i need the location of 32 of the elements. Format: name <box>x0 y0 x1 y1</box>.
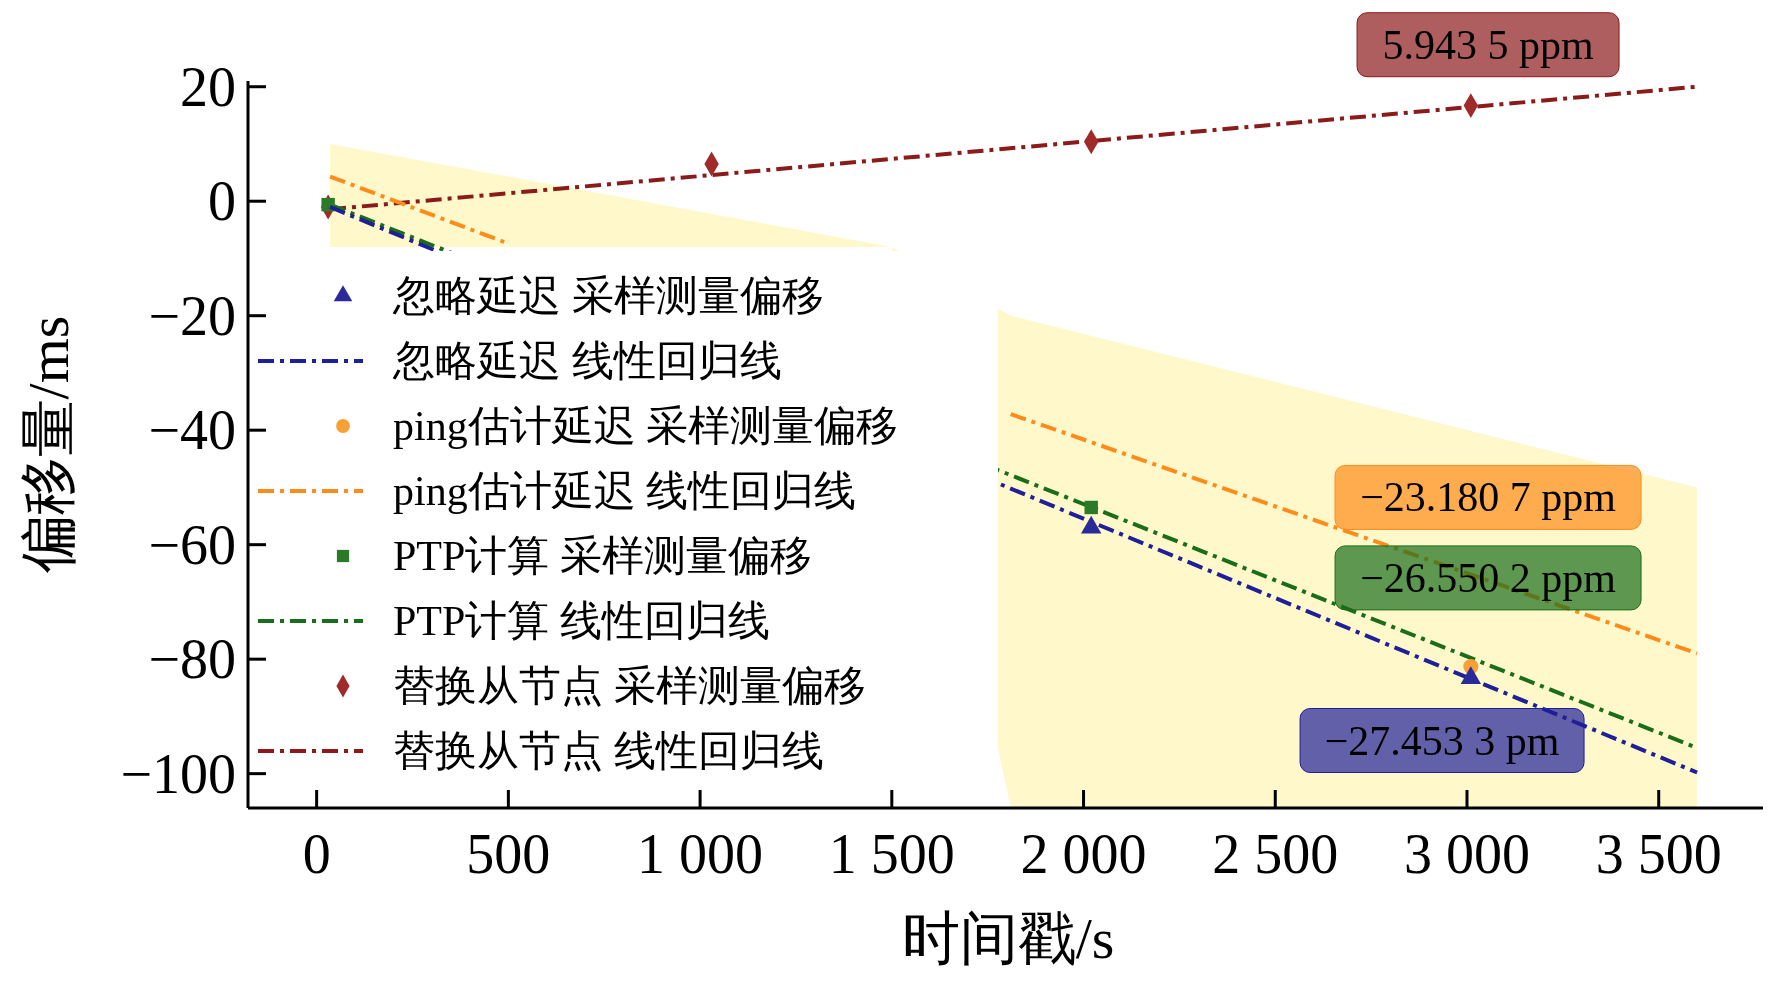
point <box>1084 500 1098 515</box>
x-tick-label: 1 000 <box>637 823 764 885</box>
y-tick-label: −40 <box>148 399 236 462</box>
annotation: −27.453 3 pm <box>1324 717 1560 764</box>
y-tick-label: −20 <box>148 284 236 347</box>
x-tick-label: 1 500 <box>828 823 955 885</box>
legend-label: 忽略延迟 线性回归线 <box>392 338 782 384</box>
y-tick-label: 0 <box>208 170 236 233</box>
text: 5.943 5 ppm <box>1382 21 1594 68</box>
x-tick-label: 2 500 <box>1212 823 1339 885</box>
x-axis-title: 时间戳/s <box>901 906 1115 971</box>
x-tick-label: 3 500 <box>1595 823 1722 885</box>
x-tick-label: 0 <box>302 823 331 885</box>
annotation: −23.180 7 ppm <box>1360 474 1617 521</box>
legend-label: 忽略延迟 采样测量偏移 <box>392 273 824 319</box>
legend-label: 替换从节点 采样测量偏移 <box>393 663 866 709</box>
legend-label: ping估计延迟 线性回归线 <box>393 468 857 514</box>
x-tick-label: 3 000 <box>1403 823 1530 885</box>
x-tick-label: 2 000 <box>1020 823 1147 885</box>
legend-label: PTP计算 采样测量偏移 <box>393 533 812 579</box>
y-axis-title: 偏移量/ms <box>16 315 81 574</box>
legend-label: PTP计算 线性回归线 <box>393 598 770 644</box>
y-tick-label: 20 <box>180 55 236 118</box>
annotation: −26.550 2 ppm <box>1360 554 1617 601</box>
point <box>1460 666 1482 684</box>
x-tick-label: 500 <box>466 823 551 885</box>
y-tick-label: −60 <box>148 513 236 576</box>
y-tick-label: −100 <box>120 742 236 805</box>
legend-label: ping估计延迟 采样测量偏移 <box>393 403 899 449</box>
point <box>1081 515 1102 534</box>
y-tick-label: −80 <box>148 628 236 691</box>
legend-label: 替换从节点 线性回归线 <box>393 728 824 774</box>
